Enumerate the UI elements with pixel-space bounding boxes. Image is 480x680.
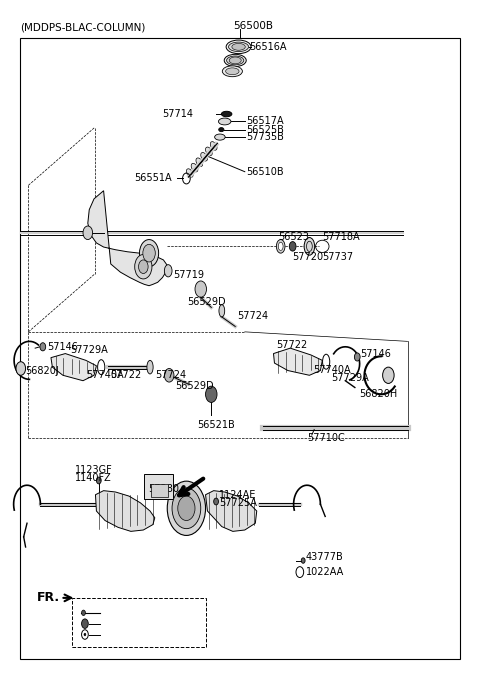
Circle shape [214,498,218,505]
Text: 1123GF: 1123GF [75,465,113,475]
Text: 1140FZ: 1140FZ [75,473,112,483]
Text: 57735B: 57735B [246,132,284,142]
Ellipse shape [222,66,242,77]
Polygon shape [96,491,155,531]
Ellipse shape [210,141,217,150]
Ellipse shape [147,360,153,374]
Ellipse shape [224,54,246,67]
Ellipse shape [186,169,193,177]
Text: 57724: 57724 [155,371,186,380]
Text: 57724: 57724 [238,311,269,321]
Text: 57740A: 57740A [313,365,350,375]
Text: 57729A: 57729A [331,373,369,383]
Circle shape [16,362,25,375]
Ellipse shape [215,134,225,140]
Ellipse shape [276,239,285,253]
Circle shape [172,488,201,528]
Text: 56820J: 56820J [25,366,60,375]
Circle shape [84,633,86,636]
Polygon shape [274,348,323,375]
Circle shape [96,477,101,484]
Bar [72,598,205,647]
Ellipse shape [164,265,172,277]
Text: 57722: 57722 [110,371,141,380]
Ellipse shape [229,57,241,64]
Ellipse shape [218,118,231,125]
Text: 57729A: 57729A [70,345,108,355]
Text: 57720: 57720 [292,252,323,262]
Text: 57280: 57280 [148,484,179,494]
Text: 43777B: 43777B [306,552,344,562]
Ellipse shape [196,158,203,167]
Circle shape [205,386,217,403]
Ellipse shape [304,237,315,255]
Text: (16MY): (16MY) [121,605,156,615]
Text: 1430AK: 1430AK [104,607,142,617]
Ellipse shape [226,40,251,54]
Text: 1022AA: 1022AA [306,567,344,577]
Circle shape [143,244,156,262]
Circle shape [178,496,195,520]
Circle shape [83,226,93,239]
Polygon shape [88,190,167,286]
Circle shape [289,241,296,251]
Text: 56517A: 56517A [246,116,283,126]
Circle shape [82,619,88,628]
Text: 56529D: 56529D [175,381,214,391]
Text: 57718A: 57718A [323,232,360,242]
Text: 57722: 57722 [276,341,307,350]
Text: 56521B: 56521B [197,420,235,430]
Text: 57719: 57719 [173,270,204,280]
Text: 53725: 53725 [104,629,135,639]
Bar [151,484,168,498]
Ellipse shape [201,152,207,161]
Text: 56525B: 56525B [246,124,284,135]
Text: 56510B: 56510B [246,167,283,177]
Text: 56523: 56523 [278,232,309,242]
Text: 53371C: 53371C [104,618,142,628]
Ellipse shape [205,147,212,156]
Ellipse shape [191,163,198,172]
Text: FR.: FR. [36,592,60,605]
Circle shape [40,343,46,351]
Text: 57146: 57146 [360,349,392,358]
Text: 56529D: 56529D [187,297,226,307]
Bar [144,474,173,500]
Circle shape [167,481,205,535]
Circle shape [354,353,360,361]
Ellipse shape [227,56,244,65]
Circle shape [164,369,174,382]
Circle shape [135,254,152,279]
Polygon shape [205,491,257,531]
Text: 56820H: 56820H [360,389,398,399]
Text: 57714: 57714 [162,109,193,119]
Circle shape [82,610,85,615]
Text: 57710C: 57710C [307,433,345,443]
Ellipse shape [219,128,224,132]
Circle shape [139,260,148,273]
Circle shape [301,558,305,563]
Ellipse shape [228,42,249,52]
Text: 57725A: 57725A [219,498,257,508]
Text: 1124AE: 1124AE [219,490,256,500]
Text: 57146: 57146 [48,342,78,352]
Ellipse shape [232,44,245,50]
Text: 56516A: 56516A [250,42,287,52]
Text: 56500B: 56500B [233,21,273,31]
Polygon shape [51,354,96,381]
Text: 57737: 57737 [323,252,353,262]
Circle shape [140,239,158,267]
Circle shape [383,367,394,384]
Ellipse shape [221,112,232,117]
Ellipse shape [278,242,283,250]
Text: 56551A: 56551A [134,173,171,184]
Text: (MDDPS-BLAC-COLUMN): (MDDPS-BLAC-COLUMN) [20,23,145,33]
Ellipse shape [226,68,239,75]
Circle shape [195,281,206,297]
Ellipse shape [219,305,225,317]
Text: 57740A: 57740A [86,371,123,380]
